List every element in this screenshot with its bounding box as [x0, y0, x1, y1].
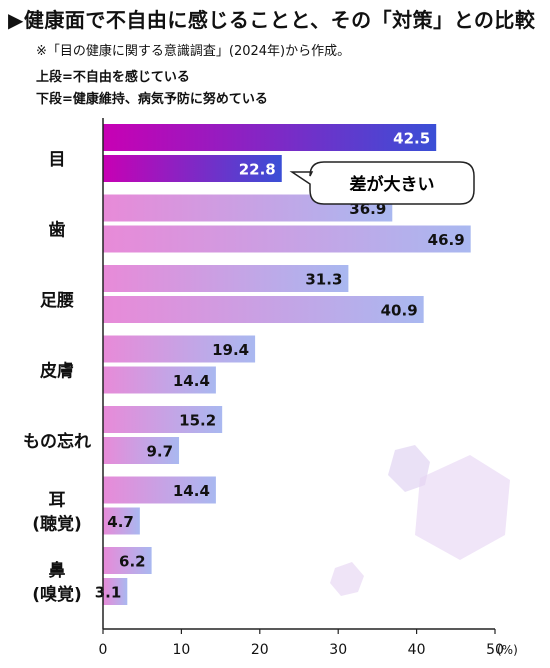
category-label: 足腰 [40, 291, 74, 311]
bar [103, 578, 128, 605]
category-label: (嗅覚) [32, 584, 82, 605]
bar-value-label: 14.4 [173, 372, 210, 390]
chart-title: ▶健康面で不自由に感じることと、その「対策」との比較 [8, 8, 536, 32]
bar-value-label: 3.1 [95, 584, 122, 602]
bar-value-label: 6.2 [119, 553, 146, 571]
bar [103, 296, 424, 323]
callout-text: 差が大きい [350, 174, 435, 195]
category-label: (聴覚) [32, 514, 82, 535]
bar [103, 335, 256, 363]
legend-lower: 下段=健康維持、病気予防に努めている [36, 92, 268, 107]
background-hexagons [330, 445, 510, 596]
x-tick-label: 50 [486, 642, 504, 658]
x-tick-label: 10 [172, 642, 190, 658]
category-label: 皮膚 [40, 361, 74, 382]
bar-value-label: 9.7 [146, 443, 173, 461]
bar [103, 366, 216, 394]
bar [103, 265, 349, 292]
source-note: ※「目の健康に関する意識調査」(2024年)から作成。 [36, 44, 351, 59]
x-tick-label: 30 [329, 642, 347, 658]
bar-value-label: 4.7 [107, 513, 134, 531]
category-label: 耳 [49, 491, 66, 511]
callout-bubble [289, 161, 475, 205]
bar [103, 124, 437, 151]
hexagon-shape [388, 445, 430, 492]
x-axis-unit: (%) [497, 643, 518, 657]
callout: 差が大きい [289, 161, 475, 205]
bar [103, 507, 140, 535]
bar-value-label: 22.8 [239, 161, 276, 179]
category-label: 目 [49, 150, 66, 170]
legend-upper: 上段=不自由を感じている [36, 70, 190, 85]
bar [103, 225, 471, 253]
category-label: 歯 [49, 220, 66, 241]
bar-value-label: 14.4 [173, 482, 210, 500]
bar-value-label: 46.9 [428, 231, 465, 249]
x-tick-label: 20 [251, 642, 269, 658]
bar-value-label: 19.4 [212, 341, 249, 359]
bar [103, 437, 180, 464]
hexagon-shape [415, 455, 510, 560]
category-label: もの忘れ [23, 431, 91, 452]
bar-value-label: 15.2 [179, 412, 216, 430]
bar-value-label: 40.9 [381, 302, 418, 320]
x-tick-label: 40 [408, 642, 426, 658]
bar [103, 547, 152, 574]
hexagon-shape [330, 562, 364, 596]
bar [103, 476, 216, 504]
bar [103, 406, 223, 433]
bar [103, 155, 282, 182]
x-tick-label: 0 [99, 642, 108, 658]
bar-value-label: 42.5 [393, 130, 430, 148]
bar-value-label: 31.3 [305, 271, 342, 289]
category-label: 鼻 [49, 560, 66, 581]
